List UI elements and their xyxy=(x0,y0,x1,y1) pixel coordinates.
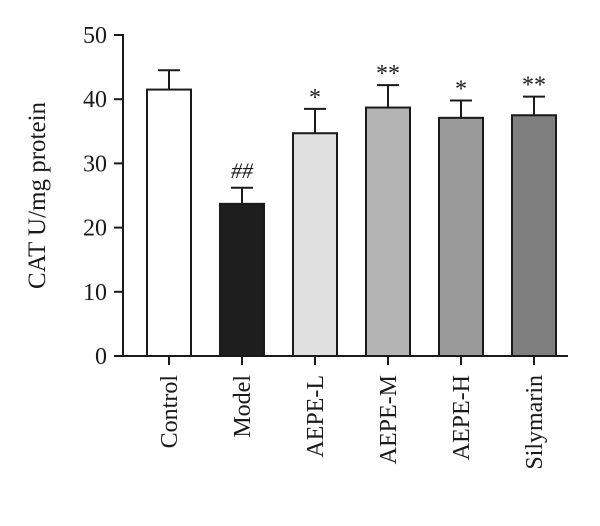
y-tick-label: 50 xyxy=(83,23,107,49)
bars: ##**** ** xyxy=(146,61,557,358)
significance-label: * xyxy=(455,76,467,102)
bar xyxy=(219,202,265,357)
x-ticks: Control Model AEPE-L AEPE-M AEPE-H Silymarin xyxy=(157,356,548,470)
y-tick-label: 40 xyxy=(83,87,107,113)
x-tick-label: AEPE-M xyxy=(376,375,402,464)
bar xyxy=(146,88,192,357)
x-tick-label: AEPE-L xyxy=(303,375,329,458)
y-axis-title: CAT U/mg protein xyxy=(24,101,51,289)
y-tick-label: 10 xyxy=(83,280,107,306)
significance-label: ** xyxy=(376,61,400,87)
x-tick-label: Silymarin xyxy=(522,375,548,470)
bar xyxy=(511,114,557,357)
significance-label: * xyxy=(309,85,321,111)
y-ticks: 0 10 20 30 40 50 xyxy=(83,23,123,370)
y-axis: 0 10 20 30 40 50 xyxy=(83,23,124,370)
significance-label: ** xyxy=(522,73,546,99)
bar xyxy=(438,116,484,358)
y-tick-label: 20 xyxy=(83,216,107,242)
x-tick-label: AEPE-H xyxy=(449,375,475,460)
x-tick-label: Model xyxy=(230,375,256,438)
x-tick-label: Control xyxy=(157,375,183,449)
bar xyxy=(292,132,338,357)
x-axis: Control Model AEPE-L AEPE-M AEPE-H Silymarin xyxy=(122,355,568,470)
y-tick-label: 30 xyxy=(83,151,107,177)
y-tick-label: 0 xyxy=(95,344,107,370)
significance-label: ## xyxy=(231,158,254,183)
bar xyxy=(365,106,411,357)
